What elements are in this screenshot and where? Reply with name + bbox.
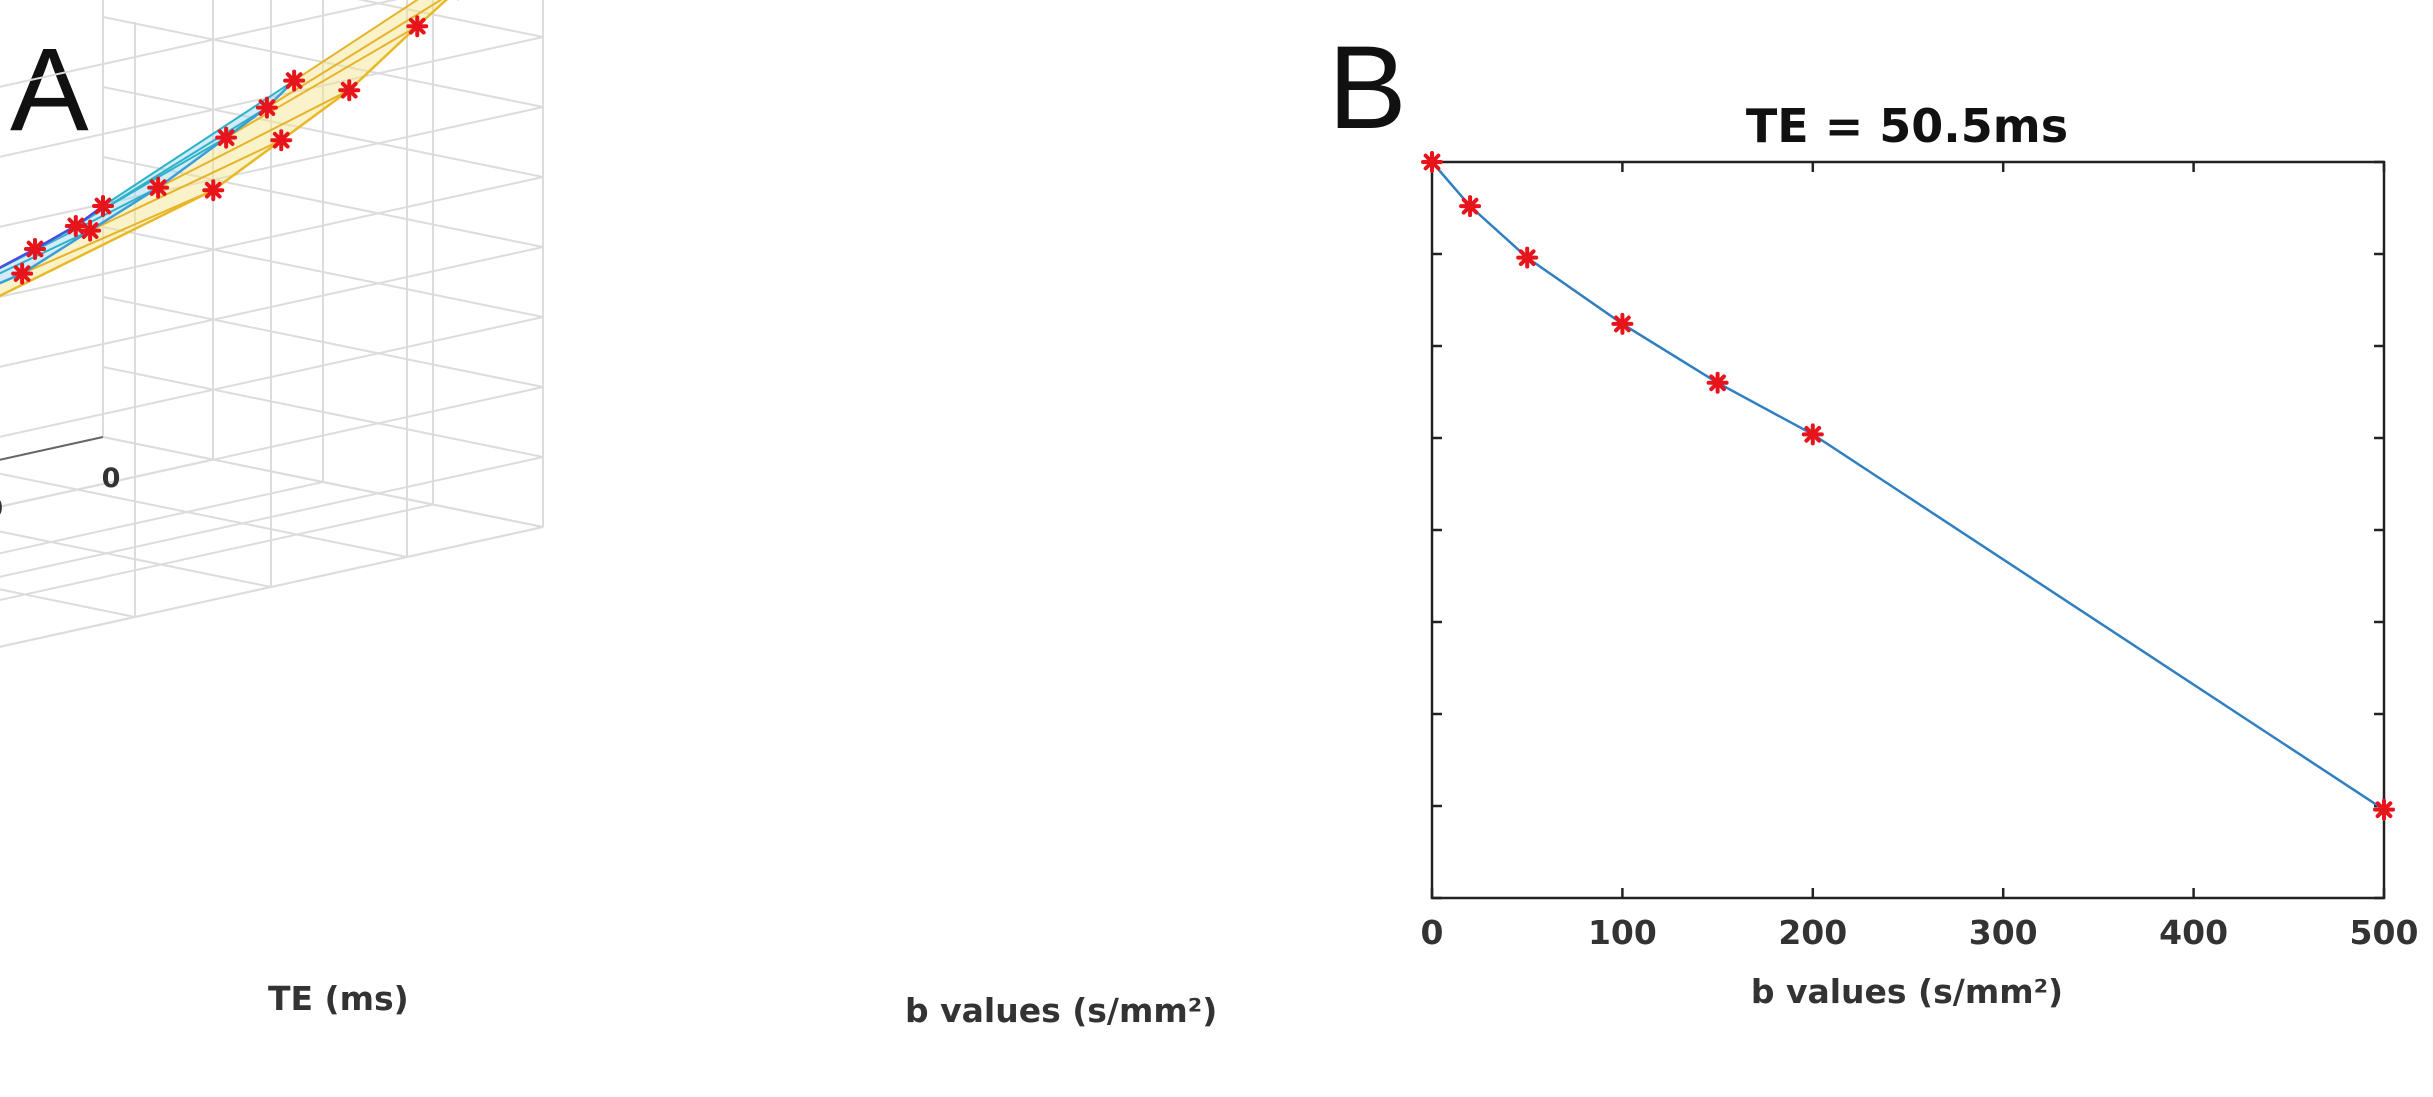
panel-a-letter: A: [10, 24, 89, 156]
floor-gridline: [0, 526, 544, 648]
mesh-line: [293, 0, 419, 82]
mesh-line: [89, 139, 282, 232]
surface-markers: [11, 0, 459, 285]
x-tick-label: 300: [1969, 913, 2038, 952]
marker-mid: [215, 126, 238, 149]
surface-cell-upper: [158, 26, 418, 188]
b-tick-label: 100: [0, 493, 3, 524]
marker-mid: [255, 96, 278, 119]
marker-mid: [11, 262, 34, 285]
floor-gridline: [102, 436, 544, 528]
data-point: [1801, 423, 1824, 446]
data-point: [1611, 312, 1634, 335]
axes-ticks: 0.20.30.40.50.60.70.80.91406080100120010…: [0, 436, 121, 524]
floor-gridline: [0, 503, 434, 602]
x-tick-label: 0: [1421, 913, 1444, 952]
mesh-line: [21, 189, 214, 275]
data-point: [2373, 798, 2395, 821]
marker-te-50: [338, 79, 361, 102]
marker-te-120: [92, 195, 114, 217]
mesh-line: [0, 186, 159, 270]
surface-cell-upper: [226, 0, 447, 138]
mesh-line: [157, 89, 350, 189]
fit-curve: [1431, 161, 2385, 811]
data-point: [1459, 195, 1482, 218]
b-axis-label: b values (s/mm²): [1751, 972, 2063, 1011]
marker-te-50: [270, 129, 293, 152]
b-axis-label-3d: b values (s/mm²): [905, 991, 1217, 1030]
marker-te-120: [64, 215, 87, 237]
axes-back-panes: [0, 0, 544, 648]
floor-gridline: [0, 530, 272, 588]
x-tick-label: 400: [2159, 913, 2228, 952]
marker-te-50: [406, 15, 429, 38]
marker-mid: [283, 69, 306, 92]
te-axis-label: TE (ms): [268, 979, 409, 1018]
x-tick-label: 200: [1778, 913, 1847, 952]
plot-frame: [1430, 160, 2386, 900]
b-tick-label: 0: [102, 463, 121, 494]
z-gridline: [0, 0, 399, 88]
surface-cell-upper: [22, 140, 282, 274]
surface-cell-lower: [0, 273, 23, 284]
data-point: [1516, 246, 1539, 269]
marker-te-50: [202, 179, 225, 202]
floor-gridline: [0, 588, 136, 618]
panel-b-letter: B: [1328, 22, 1407, 154]
data-markers: [1421, 151, 2395, 821]
surface-cell-upper: [90, 90, 350, 231]
x-tick-label: 100: [1588, 913, 1657, 952]
data-point: [1706, 371, 1729, 394]
surface-chart: 0.20.30.40.50.60.70.80.91406080100120010…: [0, 0, 1217, 1030]
axis-ticks: 0 100 200 300 400 500: [1421, 160, 2419, 952]
mesh-line: [0, 229, 91, 275]
floor-gridline: [0, 458, 214, 508]
line-chart: TE = 50.5ms 0 100 200 300 400 500 b values (s…: [1421, 99, 2419, 1011]
floor-gridline: [0, 472, 408, 558]
x-tick-label: 500: [2350, 913, 2419, 952]
marker-te-120: [24, 238, 46, 260]
data-point: [1421, 151, 1443, 173]
marker-mid: [147, 176, 170, 199]
mesh-line: [225, 25, 418, 139]
fit-line: [1431, 161, 2385, 811]
floor-gridline: [0, 481, 324, 555]
chart-title: TE = 50.5ms: [1746, 99, 2068, 153]
